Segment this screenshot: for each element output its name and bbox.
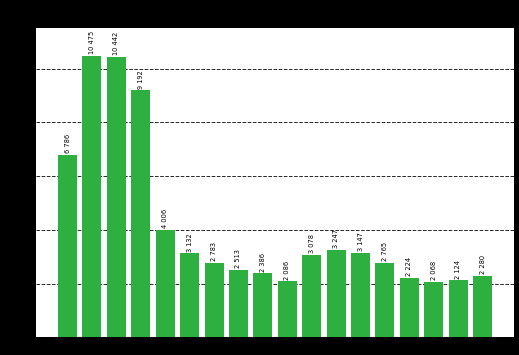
Bar: [156, 230, 175, 337]
Bar: [58, 155, 77, 337]
Text: 6 786: 6 786: [64, 134, 71, 153]
Bar: [204, 262, 224, 337]
Text: 4 006: 4 006: [162, 209, 168, 228]
Bar: [448, 280, 468, 337]
Bar: [473, 276, 492, 337]
Text: 3 147: 3 147: [358, 232, 363, 251]
Text: 2 124: 2 124: [455, 260, 461, 279]
Text: 2 513: 2 513: [236, 249, 241, 268]
Bar: [351, 253, 370, 337]
Bar: [375, 263, 394, 337]
Bar: [278, 281, 297, 337]
Text: 3 132: 3 132: [187, 233, 193, 252]
Text: 2 783: 2 783: [211, 242, 217, 261]
Text: 3 247: 3 247: [333, 229, 339, 248]
Text: 9 192: 9 192: [138, 70, 144, 89]
Bar: [424, 282, 443, 337]
Text: 3 078: 3 078: [309, 234, 315, 253]
Bar: [229, 270, 248, 337]
Bar: [83, 56, 102, 337]
Text: 2 765: 2 765: [382, 242, 388, 261]
Bar: [253, 273, 272, 337]
Bar: [131, 91, 151, 337]
Bar: [107, 57, 126, 337]
Text: 2 068: 2 068: [431, 261, 437, 280]
Text: 2 280: 2 280: [480, 255, 486, 274]
Text: 10 442: 10 442: [113, 32, 119, 55]
Bar: [180, 253, 199, 337]
Text: 2 224: 2 224: [406, 257, 412, 276]
Text: 2 386: 2 386: [260, 252, 266, 272]
Text: 10 475: 10 475: [89, 31, 95, 54]
Bar: [326, 250, 346, 337]
Text: 2 086: 2 086: [284, 261, 290, 280]
Bar: [400, 278, 419, 337]
Bar: [302, 255, 321, 337]
